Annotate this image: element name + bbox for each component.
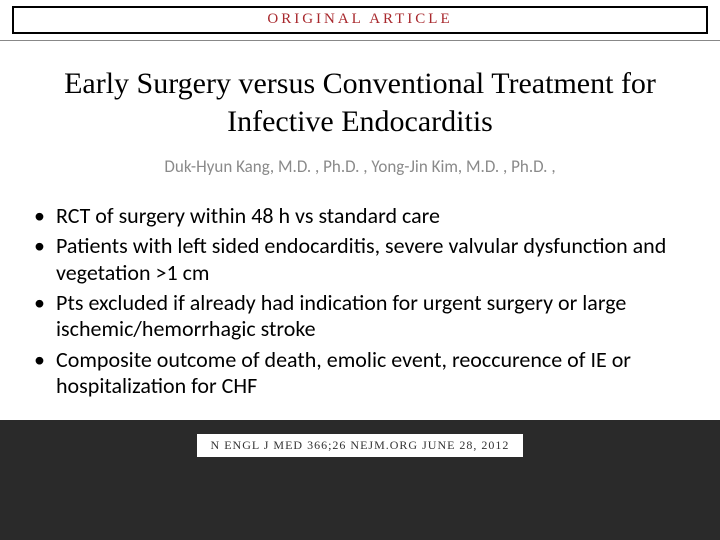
bullet-list: RCT of surgery within 48 h vs standard c… bbox=[30, 203, 690, 400]
authors-line: Duk-Hyun Kang, M.D. , Ph.D. , Yong-Jin K… bbox=[20, 156, 700, 177]
title-region: Early Surgery versus Conventional Treatm… bbox=[0, 43, 720, 193]
header-divider bbox=[0, 40, 720, 41]
bullets-region: RCT of surgery within 48 h vs standard c… bbox=[0, 193, 720, 420]
article-type-label: ORIGINAL ARTICLE bbox=[267, 11, 452, 27]
header-strip: ORIGINAL ARTICLE bbox=[0, 0, 720, 43]
list-item: Pts excluded if already had indication f… bbox=[30, 290, 690, 343]
article-label-box: ORIGINAL ARTICLE bbox=[12, 6, 708, 34]
citation-region: N ENGL J MED 366;26 NEJM.ORG JUNE 28, 20… bbox=[0, 420, 720, 457]
citation-text: N ENGL J MED 366;26 NEJM.ORG JUNE 28, 20… bbox=[197, 434, 524, 457]
list-item: RCT of surgery within 48 h vs standard c… bbox=[30, 203, 690, 229]
list-item: Composite outcome of death, emolic event… bbox=[30, 347, 690, 400]
paper-title: Early Surgery versus Conventional Treatm… bbox=[20, 65, 700, 142]
list-item: Patients with left sided endocarditis, s… bbox=[30, 233, 690, 286]
